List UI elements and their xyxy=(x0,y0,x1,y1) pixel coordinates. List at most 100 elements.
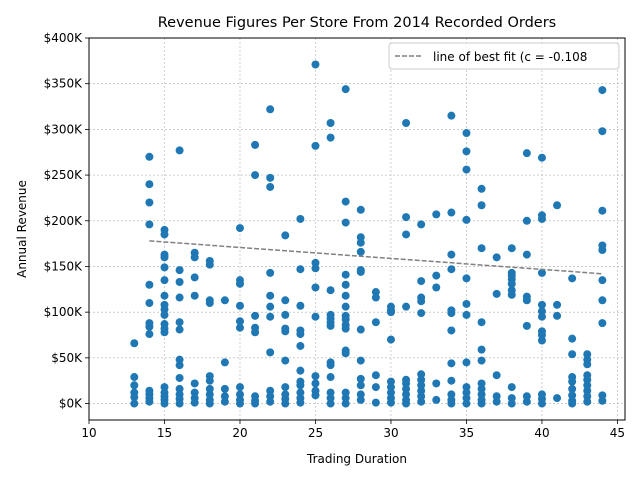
data-point xyxy=(220,384,229,393)
data-point xyxy=(296,301,305,310)
data-point xyxy=(447,111,456,120)
data-point xyxy=(462,165,471,174)
data-point xyxy=(371,293,380,302)
data-point xyxy=(326,118,335,127)
y-tick-label: $350K xyxy=(44,77,84,91)
data-point xyxy=(341,394,350,403)
data-point xyxy=(583,386,592,395)
data-point xyxy=(266,386,275,395)
data-point xyxy=(462,399,471,408)
data-point xyxy=(220,392,229,401)
data-point xyxy=(281,383,290,392)
data-point xyxy=(583,375,592,384)
data-point xyxy=(251,399,260,408)
data-point xyxy=(477,379,486,388)
data-point xyxy=(175,384,184,393)
x-tick-label: 25 xyxy=(308,426,323,440)
data-point xyxy=(175,325,184,334)
data-point xyxy=(296,366,305,375)
data-point xyxy=(130,373,139,382)
data-point xyxy=(568,399,577,408)
data-point xyxy=(251,140,260,149)
data-point xyxy=(477,345,486,354)
data-point xyxy=(326,388,335,397)
data-point xyxy=(175,278,184,287)
data-point xyxy=(447,390,456,399)
data-point xyxy=(145,397,154,406)
data-point xyxy=(462,147,471,156)
data-point xyxy=(205,384,214,393)
data-point xyxy=(281,399,290,408)
data-point xyxy=(417,220,426,229)
data-point xyxy=(160,305,169,314)
data-point xyxy=(341,197,350,206)
data-point xyxy=(341,302,350,311)
data-point xyxy=(462,394,471,403)
data-point xyxy=(281,310,290,319)
data-point xyxy=(371,288,380,297)
data-point xyxy=(205,390,214,399)
data-point xyxy=(386,383,395,392)
data-point xyxy=(311,264,320,273)
y-tick-label: $400K xyxy=(44,31,84,45)
data-point xyxy=(235,390,244,399)
data-point xyxy=(160,276,169,285)
data-point xyxy=(537,331,546,340)
data-point xyxy=(160,383,169,392)
x-axis-label: Trading Duration xyxy=(306,452,407,466)
data-point xyxy=(568,377,577,386)
data-point xyxy=(266,397,275,406)
data-point xyxy=(462,299,471,308)
data-point xyxy=(175,355,184,364)
data-point xyxy=(235,279,244,288)
data-point xyxy=(145,280,154,289)
x-tick-label: 45 xyxy=(610,426,625,440)
y-axis-label: Annual Revenue xyxy=(15,180,29,278)
data-point xyxy=(296,214,305,223)
data-point xyxy=(326,133,335,142)
y-tick-label: $0K xyxy=(59,397,83,411)
data-point xyxy=(341,399,350,408)
data-point xyxy=(145,180,154,189)
data-point xyxy=(522,392,531,401)
data-point xyxy=(175,318,184,327)
data-point xyxy=(537,214,546,223)
data-point xyxy=(402,379,411,388)
data-point xyxy=(341,280,350,289)
data-point xyxy=(356,233,365,242)
data-point xyxy=(145,198,154,207)
data-point xyxy=(371,318,380,327)
data-point xyxy=(598,319,607,328)
data-point xyxy=(386,398,395,407)
data-point xyxy=(190,388,199,397)
data-point xyxy=(175,266,184,275)
data-point xyxy=(447,309,456,318)
data-point xyxy=(507,244,516,253)
x-tick-label: 20 xyxy=(232,426,247,440)
data-point xyxy=(356,238,365,247)
data-point xyxy=(175,399,184,408)
data-point xyxy=(371,398,380,407)
data-point xyxy=(341,85,350,94)
data-point xyxy=(130,381,139,390)
data-point xyxy=(583,397,592,406)
data-point xyxy=(432,379,441,388)
data-point xyxy=(145,152,154,161)
data-point xyxy=(175,293,184,302)
data-point xyxy=(251,328,260,337)
data-point xyxy=(522,296,531,305)
data-point xyxy=(205,399,214,408)
data-point xyxy=(553,394,562,403)
data-point xyxy=(583,392,592,401)
data-point xyxy=(417,397,426,406)
data-point xyxy=(145,299,154,308)
data-point xyxy=(522,216,531,225)
data-point xyxy=(326,373,335,382)
y-tick-label: $100K xyxy=(44,305,84,319)
data-point xyxy=(356,356,365,365)
data-point xyxy=(341,315,350,324)
data-point xyxy=(160,230,169,239)
data-point xyxy=(190,253,199,262)
points-layer xyxy=(130,60,607,408)
data-point xyxy=(356,267,365,276)
